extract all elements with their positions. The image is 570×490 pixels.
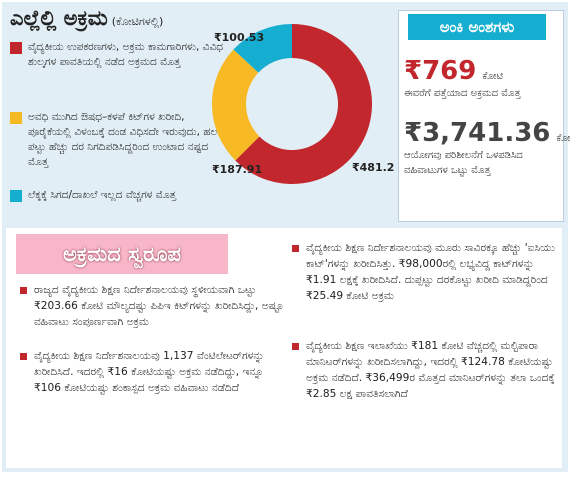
chart-subtitle: (ಕೋಟಿಗಳಲ್ಲಿ) bbox=[111, 15, 164, 28]
legend-item: ಅವಧಿ ಮುಗಿದ ಔಷಧ–ಕಳಪೆ ಕಿಟ್‌ಗಳ ಖರೀದಿ, ಪೂರೈಕ… bbox=[10, 110, 228, 170]
data-label: ₹481.2 bbox=[352, 161, 394, 174]
legend-text: ಲೆಕ್ಕಕ್ಕೆ ಸಿಗದ/ದಾಖಲೆ ಇಲ್ಲದ ವೆಚ್ಚಗಳ ಮೊತ್ತ bbox=[28, 189, 177, 201]
chart-title: ಎಲ್ಲೆಲ್ಲಿ ಅಕ್ರಮ (ಕೋಟಿಗಳಲ್ಲಿ) bbox=[10, 6, 163, 31]
legend-swatch bbox=[10, 190, 22, 202]
legend-text: ವೈದ್ಯಕೀಯ ಉಪಕರಣಗಳು, ಅಕ್ರಮ ಕಾಮಗಾರಿಗಳು, ವಿವ… bbox=[28, 41, 224, 68]
stat-amount: ₹3,741.36 bbox=[404, 118, 551, 148]
legend-item: ಲೆಕ್ಕಕ್ಕೆ ಸಿಗದ/ದಾಖಲೆ ಇಲ್ಲದ ವೆಚ್ಚಗಳ ಮೊತ್ತ bbox=[10, 188, 228, 203]
stat-unit: ಕೋಟಿ bbox=[556, 133, 570, 144]
title-text: ಎಲ್ಲೆಲ್ಲಿ ಅಕ್ರಮ bbox=[10, 6, 108, 30]
legend-swatch bbox=[10, 112, 22, 124]
point: ವೈದ್ಯಕೀಯ ಶಿಕ್ಷಣ ಇಲಾಖೆಯು ₹181 ಕೋಟಿ ವೆಚ್ಚದ… bbox=[292, 338, 564, 402]
point: ರಾಜ್ಯದ ವೈದ್ಯಕೀಯ ಶಿಕ್ಷಣ ನಿರ್ದೇಶನಾಲಯವು ಸ್ಥ… bbox=[20, 282, 284, 330]
donut-slice bbox=[233, 23, 292, 73]
stats-box bbox=[398, 10, 564, 222]
stat-unit: ಕೋಟಿ bbox=[482, 71, 504, 82]
donut-slice bbox=[235, 24, 372, 184]
donut-slice bbox=[211, 49, 260, 161]
point: ವೈದ್ಯಕೀಯ ಶಿಕ್ಷಣ ನಿರ್ದೇಶನಾಲಯವು 1,137 ವೆಂಟ… bbox=[20, 348, 284, 396]
stat: ₹769 ಕೋಟಿ ಈವರೆಗೆ ಪತ್ತೆಯಾದ ಅಕ್ರಮದ ಮೊತ್ತ bbox=[404, 56, 560, 101]
point: ವೈದ್ಯಕೀಯ ಶಿಕ್ಷಣ ನಿರ್ದೇಶನಾಲಯವು ಮೂರು ಸಾವಿರ… bbox=[292, 240, 564, 304]
legend-swatch bbox=[10, 42, 22, 54]
stat-amount: ₹769 bbox=[404, 56, 477, 86]
data-label: ₹187.91 bbox=[212, 163, 262, 176]
donut-chart: ₹481.2 ₹187.91 ₹100.53 bbox=[211, 23, 394, 184]
data-label: ₹100.53 bbox=[214, 31, 264, 44]
legend-text: ಅವಧಿ ಮುಗಿದ ಔಷಧ–ಕಳಪೆ ಕಿಟ್‌ಗಳ ಖರೀದಿ, ಪೂರೈಕ… bbox=[28, 111, 226, 168]
legend-item: ವೈದ್ಯಕೀಯ ಉಪಕರಣಗಳು, ಅಕ್ರಮ ಕಾಮಗಾರಿಗಳು, ವಿವ… bbox=[10, 40, 228, 70]
stat-text: ಈವರೆಗೆ ಪತ್ತೆಯಾದ ಅಕ್ರಮದ ಮೊತ್ತ bbox=[404, 88, 521, 99]
stat: ₹3,741.36 ಕೋಟಿ ಆಯೋಗವು ಪರಿಶೀಲನೆಗೆ ಒಳಪಡಿಸಿದ… bbox=[404, 118, 570, 178]
nature-title: ಅಕ್ರಮದ ಸ್ವರೂಪ bbox=[16, 234, 228, 274]
stat-text: ಆಯೋಗವು ಪರಿಶೀಲನೆಗೆ ಒಳಪಡಿಸಿದ ವಹಿವಾಟುಗಳ ಒಟ್… bbox=[404, 150, 523, 176]
stats-title: ಅಂಕಿ ಅಂಶಗಳು bbox=[408, 14, 546, 40]
